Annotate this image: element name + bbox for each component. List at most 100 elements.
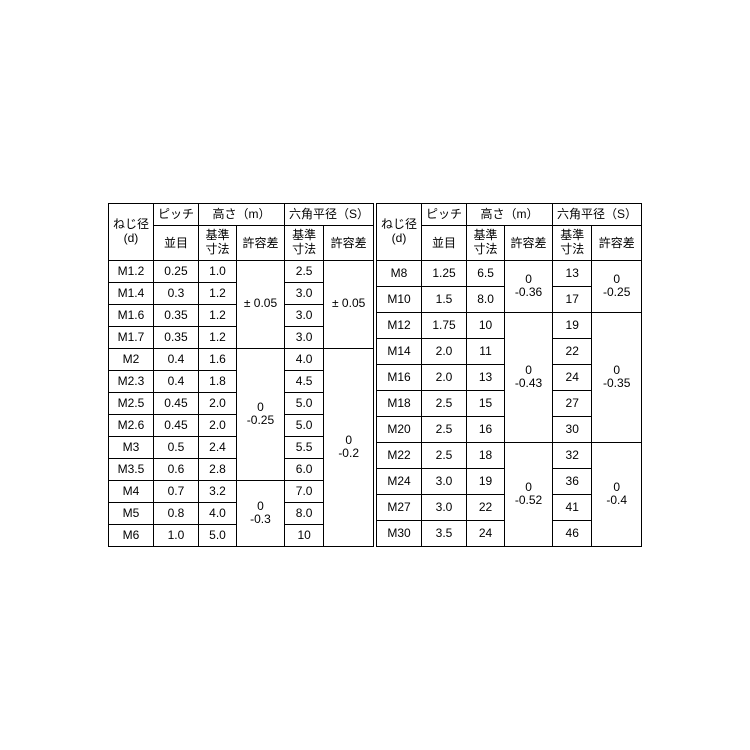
cell-h: 5.0 (198, 524, 236, 546)
cell-h-tol: ± 0.05 (236, 260, 284, 348)
table-row: M1.20.251.0± 0.052.5± 0.05 (108, 260, 373, 282)
cell-p: 0.45 (153, 392, 198, 414)
cell-p: 0.45 (153, 414, 198, 436)
hdr-hex-flat: 六角平径（S） (553, 204, 642, 226)
cell-p: 2.5 (422, 442, 467, 468)
cell-h-tol: 0-0.25 (236, 348, 284, 480)
cell-h: 22 (467, 494, 505, 520)
cell-s-tol: 0-0.2 (324, 348, 374, 546)
cell-s: 30 (553, 416, 592, 442)
cell-s: 5.5 (284, 436, 323, 458)
cell-s: 3.0 (284, 304, 323, 326)
cell-h: 1.6 (198, 348, 236, 370)
cell-h: 10 (467, 312, 505, 338)
hdr-tolerance-s: 許容差 (324, 226, 374, 261)
cell-s: 5.0 (284, 414, 323, 436)
cell-h: 1.2 (198, 304, 236, 326)
cell-p: 0.4 (153, 370, 198, 392)
table-body-right: M81.256.50-0.36130-0.25M101.58.017M121.7… (377, 260, 642, 546)
cell-h: 24 (467, 520, 505, 546)
cell-h: 3.2 (198, 480, 236, 502)
cell-d: M20 (377, 416, 422, 442)
cell-s: 46 (553, 520, 592, 546)
hdr-basic-dim-s: 基準寸法 (553, 226, 592, 261)
cell-s: 4.0 (284, 348, 323, 370)
cell-h: 8.0 (467, 286, 505, 312)
cell-p: 0.3 (153, 282, 198, 304)
hdr-height: 高さ（m） (198, 204, 284, 226)
table-row: M20.41.60-0.254.00-0.2 (108, 348, 373, 370)
cell-s: 24 (553, 364, 592, 390)
cell-p: 2.5 (422, 416, 467, 442)
cell-s: 36 (553, 468, 592, 494)
cell-h: 1.2 (198, 326, 236, 348)
table-body-left: M1.20.251.0± 0.052.5± 0.05M1.40.31.23.0M… (108, 260, 373, 546)
hdr-pitch: ピッチ (153, 204, 198, 226)
cell-p: 2.0 (422, 364, 467, 390)
cell-s: 2.5 (284, 260, 323, 282)
hdr-thread-dia: ねじ径(d) (108, 204, 153, 261)
hdr-coarse: 並目 (422, 226, 467, 261)
cell-p: 0.5 (153, 436, 198, 458)
cell-d: M2.6 (108, 414, 153, 436)
cell-p: 0.25 (153, 260, 198, 282)
cell-p: 1.5 (422, 286, 467, 312)
cell-p: 3.5 (422, 520, 467, 546)
cell-d: M3.5 (108, 458, 153, 480)
cell-d: M27 (377, 494, 422, 520)
cell-p: 2.5 (422, 390, 467, 416)
cell-d: M8 (377, 260, 422, 286)
hdr-height: 高さ（m） (467, 204, 553, 226)
cell-s-tol: 0-0.25 (592, 260, 642, 312)
table-header-left: ねじ径(d) ピッチ 高さ（m） 六角平径（S） 並目 基準寸法 許容差 基準寸… (108, 204, 373, 261)
cell-d: M1.6 (108, 304, 153, 326)
cell-d: M1.4 (108, 282, 153, 304)
cell-d: M30 (377, 520, 422, 546)
cell-d: M22 (377, 442, 422, 468)
cell-s: 8.0 (284, 502, 323, 524)
hdr-coarse: 並目 (153, 226, 198, 261)
cell-h: 1.2 (198, 282, 236, 304)
tables-container: ねじ径(d) ピッチ 高さ（m） 六角平径（S） 並目 基準寸法 許容差 基準寸… (108, 203, 642, 547)
cell-p: 0.6 (153, 458, 198, 480)
cell-p: 0.7 (153, 480, 198, 502)
cell-h-tol: 0-0.3 (236, 480, 284, 546)
spec-table-left: ねじ径(d) ピッチ 高さ（m） 六角平径（S） 並目 基準寸法 許容差 基準寸… (108, 203, 374, 547)
cell-s: 4.5 (284, 370, 323, 392)
table-row: M222.5180-0.52320-0.4 (377, 442, 642, 468)
cell-s-tol: 0-0.4 (592, 442, 642, 546)
cell-d: M14 (377, 338, 422, 364)
cell-d: M5 (108, 502, 153, 524)
spec-table-right: ねじ径(d) ピッチ 高さ（m） 六角平径（S） 並目 基準寸法 許容差 基準寸… (376, 203, 642, 547)
cell-s: 7.0 (284, 480, 323, 502)
cell-d: M18 (377, 390, 422, 416)
cell-p: 3.0 (422, 468, 467, 494)
cell-d: M10 (377, 286, 422, 312)
cell-d: M3 (108, 436, 153, 458)
cell-s: 17 (553, 286, 592, 312)
cell-h: 4.0 (198, 502, 236, 524)
cell-s-tol: ± 0.05 (324, 260, 374, 348)
cell-h-tol: 0-0.43 (505, 312, 553, 442)
cell-h: 13 (467, 364, 505, 390)
cell-h: 15 (467, 390, 505, 416)
cell-h-tol: 0-0.52 (505, 442, 553, 546)
cell-s: 5.0 (284, 392, 323, 414)
cell-h: 2.4 (198, 436, 236, 458)
cell-s: 41 (553, 494, 592, 520)
cell-p: 1.25 (422, 260, 467, 286)
cell-s: 10 (284, 524, 323, 546)
cell-d: M2.3 (108, 370, 153, 392)
cell-s: 13 (553, 260, 592, 286)
cell-s: 19 (553, 312, 592, 338)
cell-d: M1.2 (108, 260, 153, 282)
cell-d: M2 (108, 348, 153, 370)
table-header-right: ねじ径(d) ピッチ 高さ（m） 六角平径（S） 並目 基準寸法 許容差 基準寸… (377, 204, 642, 261)
cell-s: 3.0 (284, 282, 323, 304)
cell-d: M2.5 (108, 392, 153, 414)
cell-d: M4 (108, 480, 153, 502)
cell-h: 6.5 (467, 260, 505, 286)
cell-p: 3.0 (422, 494, 467, 520)
cell-p: 1.0 (153, 524, 198, 546)
cell-h: 19 (467, 468, 505, 494)
